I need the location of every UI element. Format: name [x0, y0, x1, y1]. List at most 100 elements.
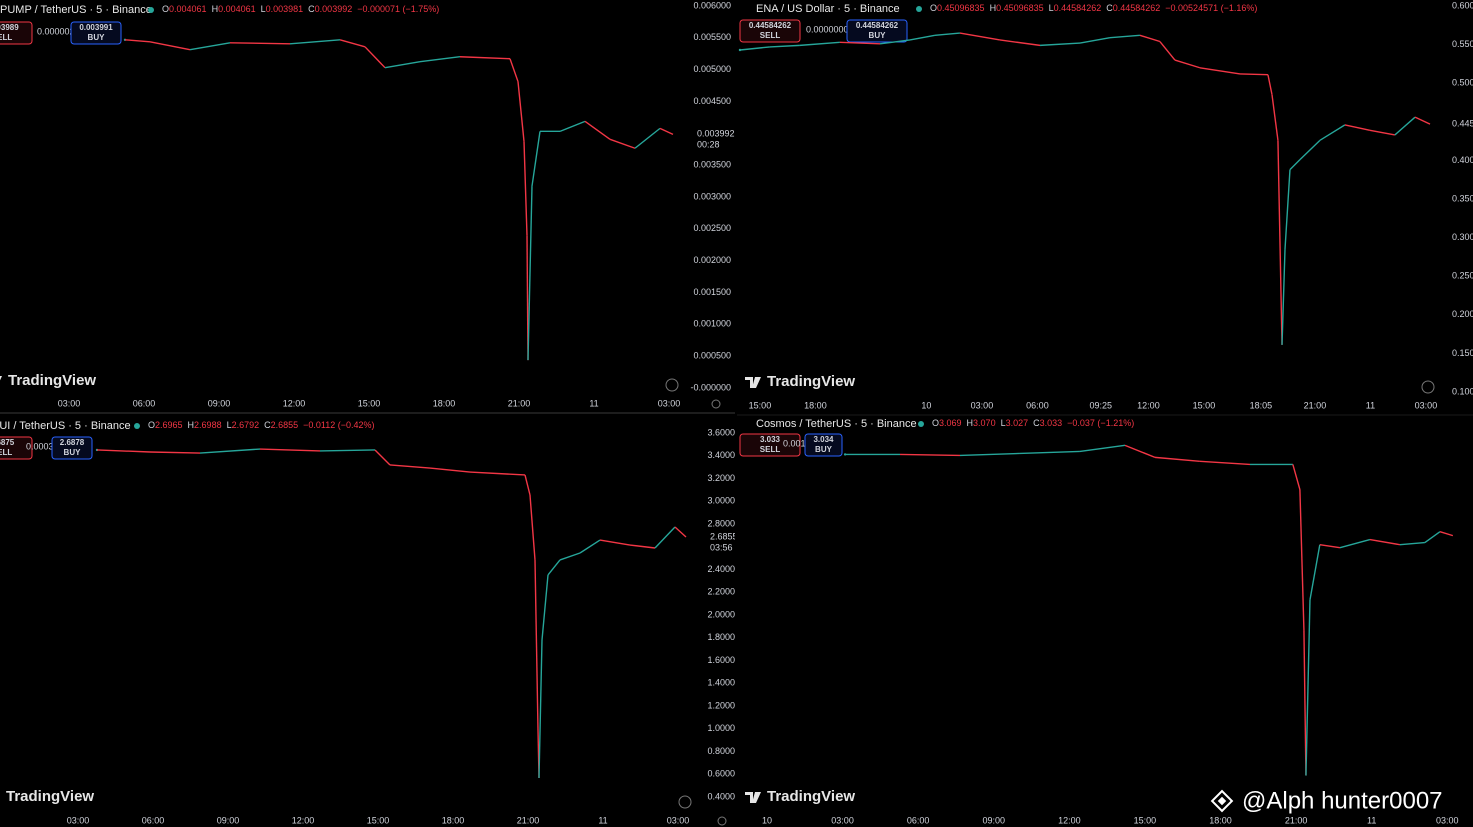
y-tick-label: 0.005500: [693, 32, 731, 42]
x-tick-label: 12:00: [292, 815, 315, 825]
price-segment: [384, 61, 421, 69]
price-segment: [1309, 544, 1321, 601]
price-segment: [1267, 74, 1273, 95]
buy-button[interactable]: [804, 433, 843, 457]
spread: 0.0003: [26, 441, 54, 451]
y-tick-label: 0.006000: [693, 0, 731, 10]
x-tick-label: 15:00: [749, 400, 772, 410]
price-segment: [149, 41, 191, 51]
price-segment: [674, 526, 687, 538]
y-tick-label: 0.002500: [693, 223, 731, 233]
x-tick-label: 06:00: [1026, 400, 1049, 410]
ohlc-key: H: [990, 3, 997, 13]
price-segment: [1369, 538, 1401, 546]
sell-price: 0.44584262: [749, 21, 792, 30]
buy-button[interactable]: [70, 21, 122, 45]
watermark: TradingView: [6, 788, 94, 805]
y-tick-label: 2.0000: [707, 609, 735, 619]
y-tick-label: 0.200: [1452, 309, 1473, 319]
settings-icons: [665, 378, 1435, 826]
ohlc-value: 0.44584262: [1054, 3, 1102, 13]
icon[interactable]: [678, 795, 692, 809]
y-tick-label: 0.003500: [693, 160, 731, 170]
ohlc-value: 0.44584262: [1113, 3, 1161, 13]
price-segment: [1299, 489, 1305, 631]
chart-panel: ENA / US Dollar · 5 · Binance O0.45096835…: [738, 0, 1473, 410]
price-segment: [584, 120, 611, 140]
x-tick-label: 03:00: [58, 398, 81, 408]
countdown: 03:56: [710, 542, 733, 552]
ohlc-value: 0.45096835: [937, 3, 985, 13]
ohlc-key: L: [1001, 418, 1006, 428]
y-tick-label: 0.100: [1452, 386, 1473, 396]
x-tick-label: 15:00: [1193, 400, 1216, 410]
icon[interactable]: [665, 378, 679, 392]
price-segment: [1292, 464, 1301, 490]
x-tick-label: 03:00: [67, 815, 90, 825]
ohlc-key: O: [162, 4, 169, 14]
y-tick-label: 3.4000: [707, 450, 735, 460]
price-segment: [1394, 116, 1416, 136]
y-tick-label: 1.0000: [707, 723, 735, 733]
price-segment: [959, 452, 1020, 457]
price-segment: [909, 34, 936, 41]
icon: [1217, 796, 1227, 806]
price-segment: [599, 539, 631, 546]
sell-button[interactable]: [739, 433, 801, 457]
y-tick-label: 3.0000: [707, 496, 735, 506]
ohlc-key: C: [1033, 418, 1040, 428]
price-segment: [429, 467, 471, 473]
sell-label: SELL: [760, 445, 781, 454]
ohlc: O0.45096835 H0.45096835 L0.44584262 C0.4458…: [930, 3, 1257, 13]
buy-button[interactable]: [51, 436, 93, 460]
price-segment: [527, 186, 533, 361]
x-tick-label: 06:00: [133, 398, 156, 408]
sell-button[interactable]: [739, 19, 801, 43]
y-tick-label: 0.8000: [707, 746, 735, 756]
spread: 0.000002: [37, 26, 75, 36]
price-label: 0.003992: [697, 129, 735, 139]
price-segment: [1399, 541, 1425, 546]
y-tick-label: 0.150: [1452, 348, 1473, 358]
y-tick-label: 0.001500: [693, 287, 731, 297]
price-segment: [124, 39, 151, 43]
ohlc-value: 2.6988: [194, 420, 222, 430]
x-tick-label: 18:00: [442, 815, 465, 825]
price-segment: [879, 39, 911, 45]
sell-label: SELL: [760, 31, 781, 40]
x-tick-label: 15:00: [1134, 815, 1157, 825]
price-segment: [1039, 42, 1081, 47]
ohlc-value: 3.069: [939, 418, 962, 428]
price-segment: [739, 46, 771, 51]
price-segment: [934, 32, 960, 37]
price-segment: [654, 526, 676, 549]
buy-button[interactable]: [846, 19, 908, 43]
icon[interactable]: [711, 399, 721, 409]
x-tick-label: 09:00: [217, 815, 240, 825]
x-tick-label: 21:00: [1285, 815, 1308, 825]
x-tick-label: 10: [762, 815, 772, 825]
x-tick-label: 21:00: [1304, 400, 1327, 410]
price-segment: [1124, 444, 1156, 459]
sell-button[interactable]: [0, 436, 33, 460]
x-tick-label: 03:00: [971, 400, 994, 410]
price-segment: [538, 640, 543, 779]
icon[interactable]: [717, 816, 727, 826]
overlay-text: @Alph hunter0007: [1242, 787, 1443, 814]
price-segment: [389, 464, 431, 469]
ohlc-value: 0.004061: [169, 4, 207, 14]
status-dot: [148, 7, 154, 13]
change: −0.00524571 (−1.16%): [1165, 3, 1257, 13]
price-segment: [319, 449, 376, 452]
status-dot: [918, 421, 924, 427]
price-segment: [524, 474, 531, 496]
price-segment: [1369, 129, 1395, 136]
icon[interactable]: [1421, 380, 1435, 394]
status-dot: [916, 6, 922, 12]
sell-button[interactable]: [0, 21, 33, 45]
y-tick-label: 0.550: [1452, 39, 1473, 49]
y-tick-label: 0.300: [1452, 232, 1473, 242]
y-tick-label: 0.002000: [693, 255, 731, 265]
x-tick-label: 18:00: [1209, 815, 1232, 825]
